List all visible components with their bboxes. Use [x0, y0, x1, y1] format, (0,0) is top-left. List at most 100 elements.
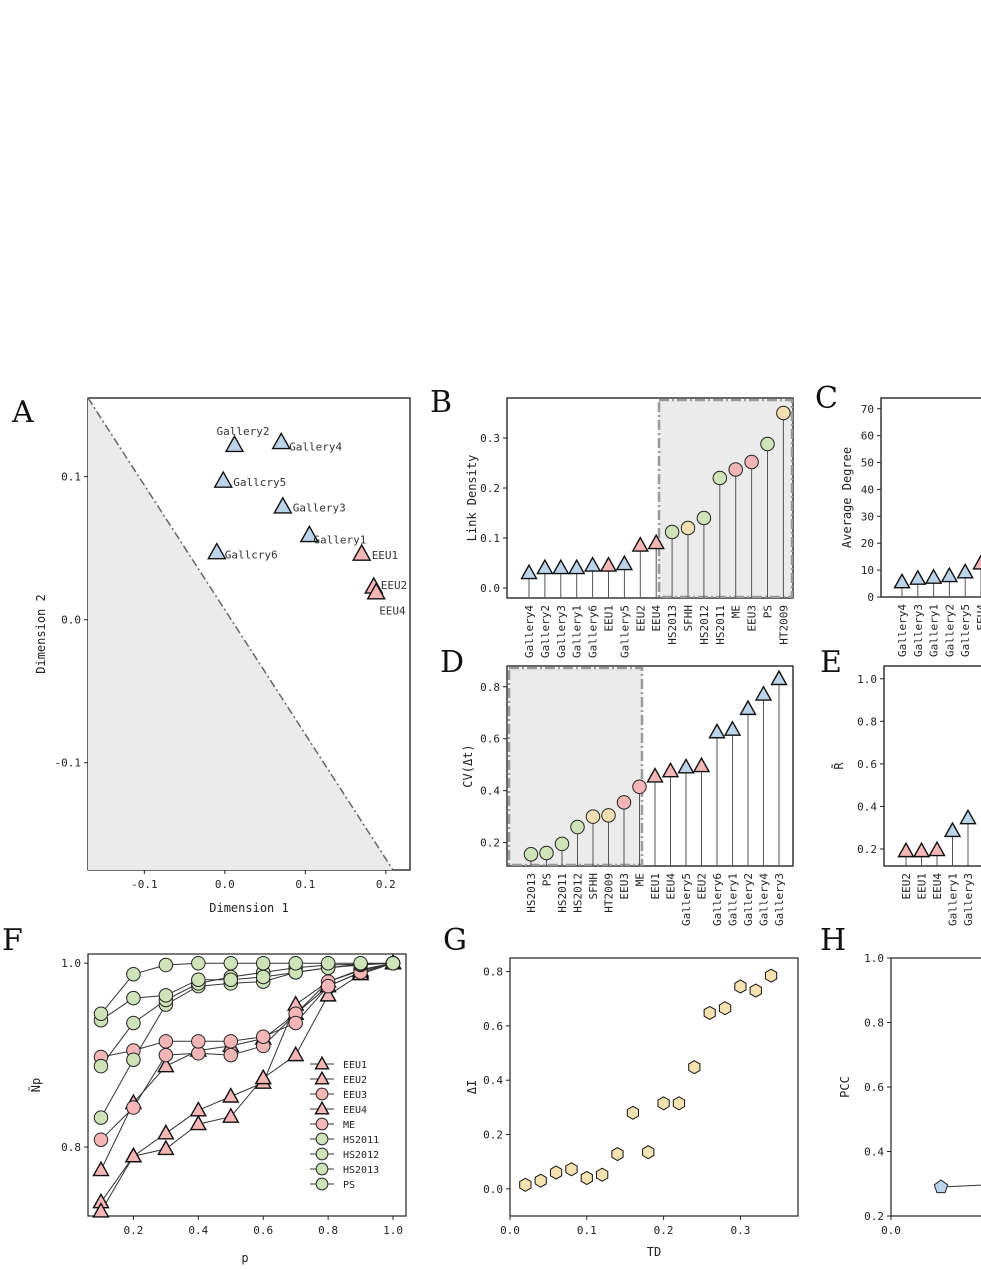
point-hs2013 — [191, 972, 206, 987]
x-axis-label: Dimension 1 — [209, 901, 288, 915]
marker-gallery2 — [536, 558, 554, 575]
point-label: Gallery2 — [217, 425, 270, 438]
category-label: EEU4 — [650, 605, 663, 632]
category-label: EEU1 — [649, 873, 662, 900]
point-me — [320, 978, 336, 994]
category-label: HS2013 — [525, 873, 538, 913]
y-tick-label: 0 — [867, 591, 874, 604]
panel-label-g: G — [443, 923, 467, 958]
data-point — [519, 1177, 532, 1192]
point-label: Gallery4 — [289, 440, 342, 453]
marker-gallery6 — [708, 722, 726, 739]
category-label: HS2013 — [666, 605, 679, 645]
marker-eeu2 — [631, 536, 649, 552]
y-axis-label: Link Density — [465, 455, 479, 542]
y-tick-label: 40 — [861, 483, 874, 496]
point-me — [191, 1034, 206, 1049]
point-eeu3 — [223, 1047, 239, 1063]
point-eeu1 — [352, 543, 372, 561]
x-axis-label: p — [241, 1251, 248, 1265]
data-point — [580, 1170, 593, 1186]
data-point — [688, 1060, 701, 1075]
point-label: Gallery3 — [293, 502, 346, 515]
y-axis-label: ΔI — [465, 1080, 479, 1094]
legend-label: EEU2 — [343, 1075, 367, 1086]
y-axis-label: Dimension 2 — [34, 594, 48, 673]
marker-eeu3 — [616, 795, 632, 810]
point-gallery2 — [224, 434, 245, 453]
data-point — [626, 1105, 639, 1120]
legend: EEU1 EEU2 EEU3 EEU4 ME HS2011 HS2012 HS2013 PS — [310, 1055, 379, 1191]
legend-marker — [315, 1147, 329, 1161]
legend-label: PS — [343, 1180, 355, 1191]
category-label: Gallery5 — [680, 873, 693, 926]
marker-gallery3 — [770, 669, 788, 686]
category-label: HS2011 — [556, 873, 569, 913]
x-tick-label: 0.2 — [123, 1224, 143, 1237]
data-point — [703, 1005, 716, 1020]
point-eeu1 — [157, 1056, 175, 1073]
legend-marker — [315, 1087, 329, 1101]
series-line-eeu3 — [100, 962, 394, 1141]
highlight-region — [507, 666, 644, 866]
category-label: EEU2 — [696, 873, 709, 900]
data-point — [765, 968, 778, 983]
category-label: EEU2 — [634, 605, 647, 632]
marker-eeu2 — [692, 756, 711, 773]
point-hs2013 — [223, 972, 239, 987]
marker-hs2012 — [570, 819, 585, 835]
plot-border — [506, 665, 794, 867]
series-line-hs2013 — [100, 962, 394, 1021]
marker-eeu1 — [912, 841, 931, 858]
data-point — [611, 1147, 624, 1162]
panel-label-f: F — [2, 923, 23, 958]
category-label: HS2012 — [698, 605, 711, 645]
data-point — [550, 1165, 563, 1180]
category-label: Gallery5 — [959, 604, 972, 657]
point-label: EEU1 — [372, 549, 399, 562]
marker-eeu1 — [599, 556, 618, 572]
marker-sfhh — [585, 809, 601, 824]
data-point — [565, 1162, 578, 1177]
y-tick-label: 0.1 — [480, 532, 500, 545]
marker-hs2011 — [712, 470, 728, 486]
y-tick-label: 0.8 — [857, 715, 877, 728]
marker-gallery5 — [677, 757, 695, 774]
x-tick-label: 0.8 — [318, 1224, 338, 1237]
marker-eeu4 — [972, 554, 981, 570]
marker-me — [728, 462, 743, 477]
category-label: ME — [730, 605, 743, 618]
point-hs2011 — [93, 1110, 109, 1125]
panel-e-inner — [897, 808, 977, 866]
y-tick-label: 0.6 — [480, 733, 500, 746]
category-label: EEU3 — [746, 605, 759, 632]
category-label: Gallery3 — [773, 873, 786, 926]
point-ps — [320, 955, 336, 971]
point-ps — [255, 955, 271, 971]
marker-gallery5 — [956, 562, 974, 579]
y-axis-label: Average Degree — [840, 447, 854, 548]
marker-ps — [760, 436, 775, 452]
y-tick-label: 0.8 — [480, 681, 500, 694]
point-eeu1 — [92, 1160, 110, 1177]
legend-marker — [315, 1117, 329, 1131]
y-tick-label: 0.0 — [483, 1183, 503, 1196]
pcc-point — [933, 1179, 949, 1194]
marker-gallery3 — [552, 558, 570, 575]
category-label: Gallery2 — [539, 605, 552, 658]
x-tick-label: 1.0 — [383, 1224, 403, 1237]
point-eeu3 — [158, 1047, 174, 1063]
point-eeu2 — [222, 1087, 240, 1103]
marker-gallery1 — [568, 558, 586, 575]
y-tick-label: 0.2 — [483, 1129, 503, 1142]
marker-eeu2 — [897, 841, 915, 858]
panel-g: 0.0 0.2 0.4 0.6 0.8 0.0 0.1 0.2 0.3 TD ΔI — [465, 957, 799, 1259]
y-tick-label: 0.1 — [61, 471, 81, 484]
y-tick-label: 0.4 — [857, 800, 877, 813]
plot-area — [883, 665, 981, 867]
category-label: EEU4 — [665, 873, 678, 900]
marker-hs2011 — [554, 836, 570, 852]
category-label: Gallery3 — [962, 873, 975, 926]
point-eeu2 — [157, 1123, 175, 1140]
